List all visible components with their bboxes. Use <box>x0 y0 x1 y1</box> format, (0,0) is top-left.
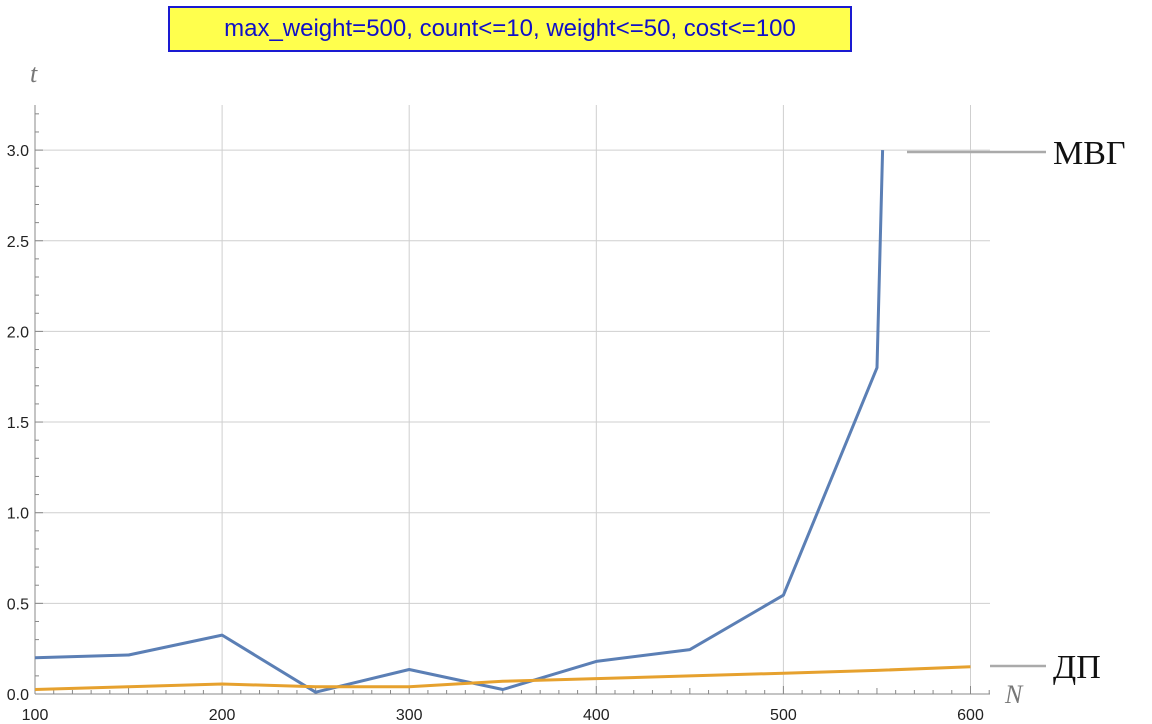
y-axis-label: t <box>30 59 38 88</box>
legend-label: ДП <box>1053 649 1101 686</box>
x-tick-label: 500 <box>770 707 797 724</box>
x-tick-label: 300 <box>396 707 423 724</box>
x-tick-label: 400 <box>583 707 610 724</box>
y-tick-label: 3.0 <box>7 143 29 160</box>
y-tick-label: 1.5 <box>7 415 29 432</box>
x-tick-label: 600 <box>957 707 984 724</box>
axes <box>34 105 990 695</box>
tick-marks <box>34 113 990 695</box>
x-axis-label: N <box>1004 680 1024 709</box>
x-tick-label: 100 <box>22 707 49 724</box>
series-lines <box>34 150 971 694</box>
tick-labels: 100 200 300 400 500 600 0.0 0.5 1.0 1.5 2.0 2.5 3.0 <box>7 143 984 724</box>
y-tick-label: 2.5 <box>7 234 29 251</box>
y-tick-label: 0.5 <box>7 596 29 613</box>
grid-lines <box>35 105 990 694</box>
legend: МВГ ДП <box>907 135 1126 686</box>
y-tick-label: 2.0 <box>7 324 29 341</box>
y-tick-label: 1.0 <box>7 506 29 523</box>
series-line-2 <box>34 665 971 691</box>
chart-title: max_weight=500, count<=10, weight<=50, c… <box>168 6 852 52</box>
series-line-1 <box>34 150 885 694</box>
x-tick-label: 200 <box>209 707 236 724</box>
legend-label: МВГ <box>1053 135 1126 172</box>
y-tick-label: 0.0 <box>7 687 29 704</box>
